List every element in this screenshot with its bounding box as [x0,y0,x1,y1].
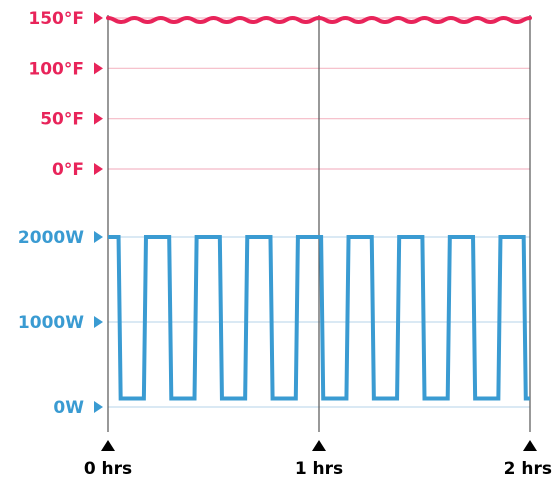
x-tick-marker [101,440,115,451]
power-tick-arrow [94,316,103,328]
temperature-tick-label: 50°F [40,110,84,130]
axis-layer [107,15,531,432]
x-tick-label: 0 hrs [84,459,132,479]
power-tick-label: 1000W [18,313,84,333]
series-layer [106,16,532,401]
temperature-tick-arrow [94,62,103,75]
temperature-tick-label: 100°F [28,59,84,79]
temperature-tick-arrow [94,12,103,24]
x-tick-marker [523,440,537,451]
temperature-tick-label: 150°F [28,9,84,29]
x-tick-marker [312,440,326,451]
power-series-line [108,235,530,401]
x-tick-label: 1 hrs [295,459,343,479]
temperature-tick-arrow [94,163,103,175]
power-tick-label: 0W [53,398,84,418]
power-tick-label: 2000W [18,228,84,248]
x-tick-label: 2 hrs [504,459,552,479]
label-layer: 150°F 100°F 50°F 0°F 2000W 1000W 0W 0 hrs 1 hrs 2… [18,9,552,479]
temperature-series-line [106,16,532,25]
power-tick-arrow [94,231,103,243]
temperature-tick-arrow [94,112,103,125]
power-tick-arrow [94,401,103,413]
temperature-tick-label: 0°F [52,160,84,180]
